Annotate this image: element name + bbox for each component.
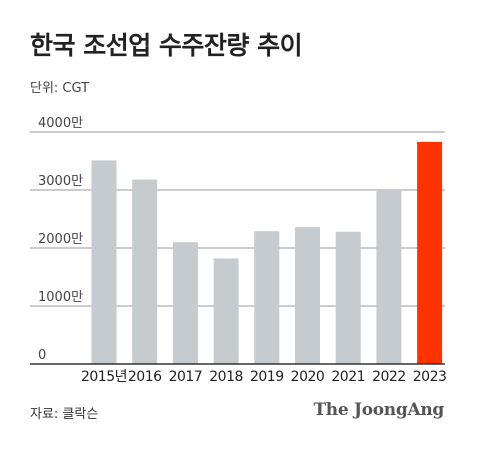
publisher-logo: The JoongAng bbox=[313, 400, 444, 420]
bar bbox=[335, 231, 361, 364]
x-tick-label: 2022 bbox=[372, 369, 406, 385]
y-tick-label: 3000만 bbox=[38, 174, 83, 189]
bar bbox=[132, 179, 158, 364]
x-tick-label: 2023 bbox=[413, 369, 447, 385]
y-tick-label: 0 bbox=[38, 348, 46, 363]
bar bbox=[213, 258, 239, 364]
x-tick-label: 2021 bbox=[331, 369, 365, 385]
bar bbox=[254, 231, 280, 364]
source-label: 자료: 클락슨 bbox=[30, 407, 99, 422]
bar bbox=[91, 160, 117, 364]
y-tick-label: 2000만 bbox=[38, 232, 83, 247]
x-tick-label: 2018 bbox=[209, 369, 243, 385]
x-tick-label: 2019 bbox=[250, 369, 284, 385]
x-tick-label: 2016 bbox=[128, 369, 162, 385]
x-tick-label: 2017 bbox=[169, 369, 203, 385]
y-tick-label: 4000만 bbox=[38, 116, 83, 131]
x-tick-label: 2020 bbox=[291, 369, 325, 385]
bar-highlight bbox=[417, 141, 443, 364]
bar bbox=[376, 190, 402, 364]
chart-title: 한국 조선업 수주잔량 추이 bbox=[30, 31, 303, 60]
y-tick-label: 1000만 bbox=[38, 290, 83, 305]
x-tick-label: 2015년 bbox=[81, 369, 127, 385]
unit-label: 단위: CGT bbox=[30, 81, 90, 96]
bar bbox=[172, 242, 198, 364]
bar bbox=[295, 227, 320, 364]
